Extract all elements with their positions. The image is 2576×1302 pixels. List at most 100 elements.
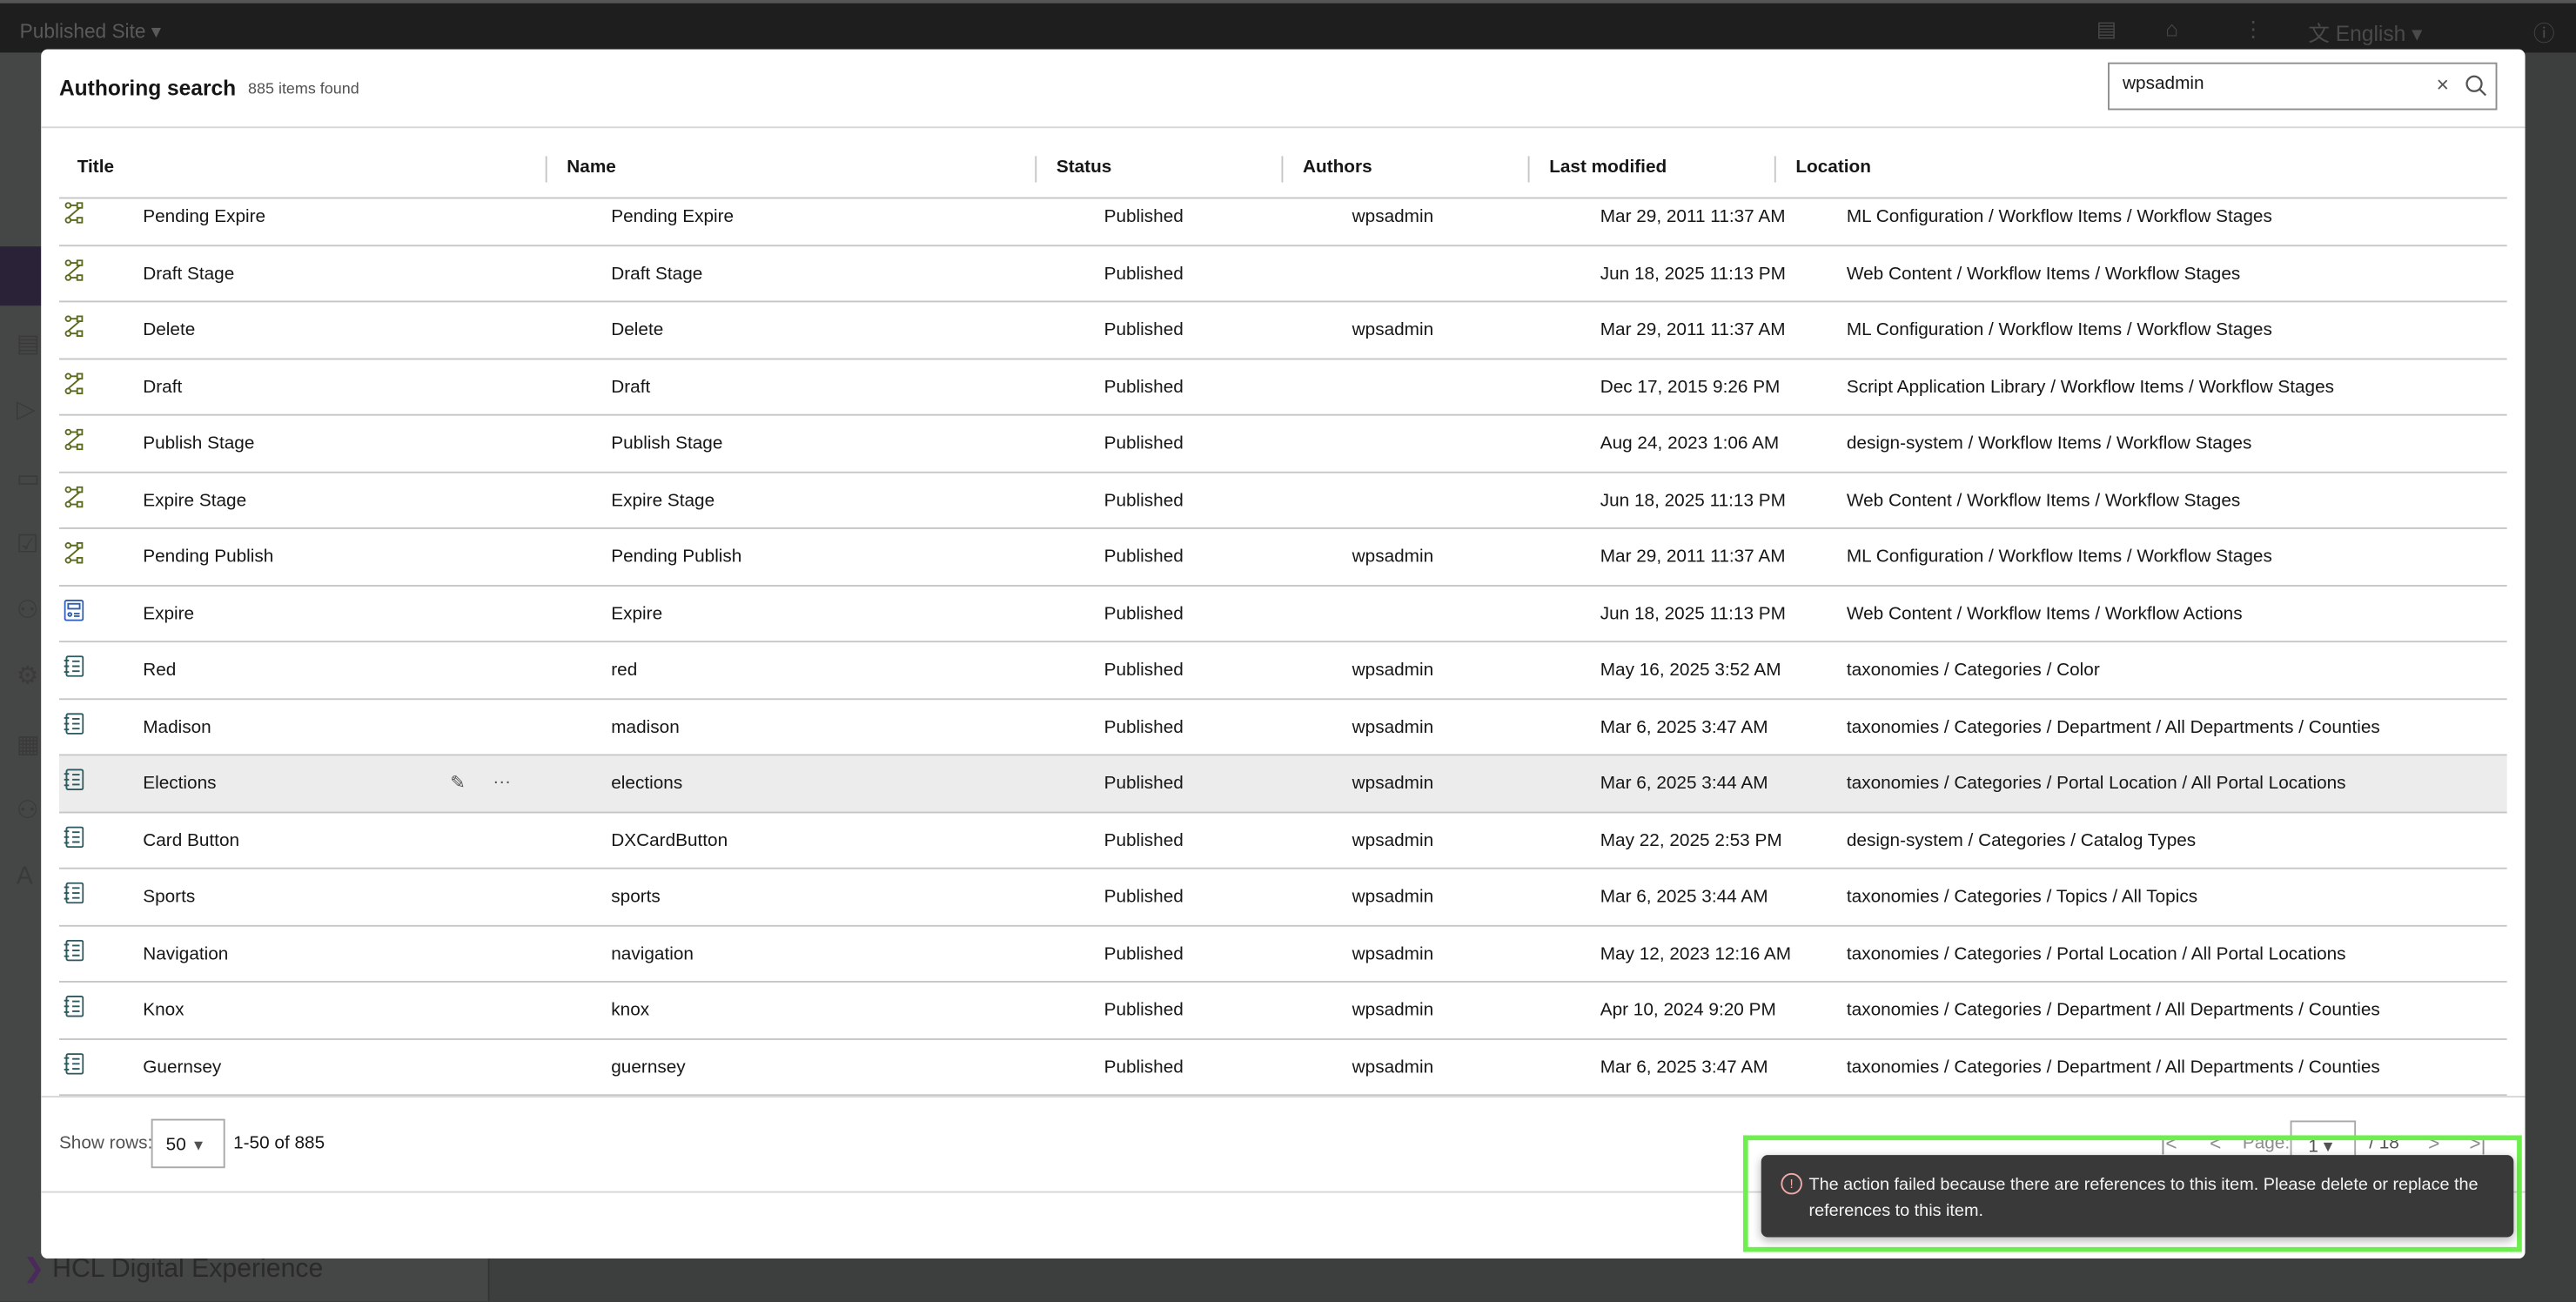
column-divider[interactable]	[1281, 156, 1284, 183]
row-title[interactable]: Knox	[143, 1000, 184, 1021]
workflow-stage-icon	[64, 541, 84, 564]
row-last-modified: Apr 10, 2024 9:20 PM	[1600, 1000, 1776, 1021]
row-last-modified: May 12, 2023 12:16 AM	[1600, 943, 1792, 964]
row-status: Published	[1104, 547, 1184, 567]
row-title[interactable]: Elections	[143, 774, 217, 794]
home-icon[interactable]: ⌂	[2165, 16, 2178, 42]
column-header-title[interactable]: Title	[77, 158, 115, 178]
table-row[interactable]: Draft Draft Published Dec 17, 2015 9:26 PM S…	[58, 359, 2507, 416]
category-icon	[64, 768, 84, 791]
row-author: wpsadmin	[1352, 887, 1434, 908]
divider	[41, 126, 2526, 129]
row-author: wpsadmin	[1352, 1000, 1434, 1021]
row-location: taxonomies / Categories / Color	[1846, 660, 2100, 681]
row-last-modified: Mar 6, 2025 3:47 AM	[1600, 1057, 1768, 1077]
row-title[interactable]: Card Button	[143, 830, 240, 850]
row-location: taxonomies / Categories / Department / A…	[1846, 1057, 2380, 1077]
play-icon: ▷	[16, 395, 36, 425]
edit-icon[interactable]: ✎	[450, 774, 466, 794]
table-row[interactable]: Madison madison Published wpsadmin Mar 6, 20…	[58, 699, 2507, 756]
highlight-outline	[1742, 1135, 2522, 1252]
column-divider[interactable]	[1774, 156, 1776, 183]
row-title[interactable]: Navigation	[143, 943, 229, 964]
row-status: Published	[1104, 206, 1184, 227]
row-author: wpsadmin	[1352, 547, 1434, 567]
search-icon[interactable]	[2465, 74, 2487, 97]
language-selector[interactable]: 文 English ▾	[2308, 21, 2423, 46]
column-header-authors[interactable]: Authors	[1303, 158, 1372, 178]
table-row[interactable]: Delete Delete Published wpsadmin Mar 29, 201…	[58, 302, 2507, 359]
row-title[interactable]: Delete	[143, 320, 196, 340]
column-divider[interactable]	[1035, 156, 1037, 183]
row-last-modified: Dec 17, 2015 9:26 PM	[1600, 377, 1781, 397]
category-icon	[64, 1052, 84, 1074]
table-row[interactable]: Expire Stage Expire Stage Published Jun 18,…	[58, 473, 2507, 529]
clear-search-icon[interactable]: ×	[2436, 72, 2449, 97]
table-row[interactable]: Card Button DXCardButton Published wpsadmin…	[58, 813, 2507, 869]
translate-icon: 文	[2308, 21, 2330, 46]
row-location: taxonomies / Categories / Topics / All T…	[1846, 887, 2198, 908]
table-row[interactable]: Expire Expire Published Jun 18, 2025 11:13 …	[58, 586, 2507, 643]
table-row[interactable]: Guernsey guernsey Published wpsadmin Mar 6, …	[58, 1039, 2507, 1097]
row-title[interactable]: Expire	[143, 603, 195, 624]
more-vertical-icon[interactable]: ⋮	[2242, 16, 2264, 42]
results-count: 885 items found	[248, 80, 359, 99]
row-location: ML Configuration / Workflow Items / Work…	[1846, 547, 2272, 567]
row-status: Published	[1104, 943, 1184, 964]
row-author: wpsadmin	[1352, 774, 1434, 794]
column-header-status[interactable]: Status	[1056, 158, 1112, 178]
table-row[interactable]: Draft Stage Draft Stage Published Jun 18, 2…	[58, 245, 2507, 303]
table-row[interactable]: Pending Expire Pending Expire Published wps…	[58, 198, 2507, 246]
row-title[interactable]: Expire Stage	[143, 490, 247, 511]
row-name: Expire	[611, 603, 663, 624]
row-title[interactable]: Draft	[143, 377, 183, 397]
row-status: Published	[1104, 774, 1184, 794]
table-row[interactable]: Red red Published wpsadmin May 16, 2025 3:52…	[58, 642, 2507, 700]
table-row[interactable]: Navigation navigation Published wpsadmin May…	[58, 926, 2507, 983]
row-last-modified: Mar 6, 2025 3:44 AM	[1600, 774, 1768, 794]
table-row[interactable]: Knox knox Published wpsadmin Apr 10, 2024 9:…	[58, 983, 2507, 1040]
column-divider[interactable]	[545, 156, 547, 183]
table-row[interactable]: Publish Stage Publish Stage Published Aug 2…	[58, 416, 2507, 473]
folder-icon: ▭	[16, 465, 40, 493]
show-rows-label: Show rows:	[58, 1133, 153, 1154]
gear-icon: ⚙	[16, 661, 39, 690]
preview-icon[interactable]: ▤	[2096, 16, 2117, 42]
workflow-stage-icon	[64, 485, 84, 507]
row-name: Pending Publish	[611, 547, 742, 567]
rows-per-page-select[interactable]: 50 ▼	[151, 1118, 225, 1169]
table-row[interactable]: Pending Publish Pending Publish Published w…	[58, 529, 2507, 587]
workflow-stage-icon	[64, 202, 84, 224]
row-location: Web Content / Workflow Items / Workflow …	[1846, 263, 2241, 284]
row-title[interactable]: Madison	[143, 717, 211, 737]
row-title[interactable]: Sports	[143, 887, 196, 908]
row-title[interactable]: Draft Stage	[143, 263, 235, 284]
column-header-location[interactable]: Location	[1795, 158, 1871, 178]
row-last-modified: Mar 6, 2025 3:47 AM	[1600, 717, 1768, 737]
row-status: Published	[1104, 433, 1184, 454]
row-name: Draft	[611, 377, 651, 397]
row-title[interactable]: Pending Expire	[143, 206, 266, 227]
row-name: Pending Expire	[611, 206, 735, 227]
row-title[interactable]: Guernsey	[143, 1057, 222, 1077]
workflow-stage-icon	[64, 372, 84, 394]
table-row[interactable]: Elections elections Published wpsadmin Mar 6…	[58, 755, 2507, 813]
column-header-last-modified[interactable]: Last modified	[1549, 158, 1667, 178]
row-title[interactable]: Pending Publish	[143, 547, 274, 567]
row-title[interactable]: Publish Stage	[143, 433, 255, 454]
row-author: wpsadmin	[1352, 717, 1434, 737]
row-author: wpsadmin	[1352, 660, 1434, 681]
more-actions-icon[interactable]: ···	[493, 772, 512, 792]
row-title[interactable]: Red	[143, 660, 177, 681]
row-location: ML Configuration / Workflow Items / Work…	[1846, 206, 2272, 227]
row-name: guernsey	[611, 1057, 686, 1077]
site-selector[interactable]: Published Site ▾	[19, 19, 162, 44]
search-input[interactable]	[2119, 72, 2422, 96]
column-header-name[interactable]: Name	[567, 158, 616, 178]
column-divider[interactable]	[1527, 156, 1530, 183]
row-location: taxonomies / Categories / Portal Locatio…	[1846, 774, 2346, 794]
row-status: Published	[1104, 603, 1184, 624]
info-icon[interactable]: ⓘ	[2532, 21, 2555, 46]
row-name: sports	[611, 887, 661, 908]
table-row[interactable]: Sports sports Published wpsadmin Mar 6, 2025…	[58, 869, 2507, 926]
